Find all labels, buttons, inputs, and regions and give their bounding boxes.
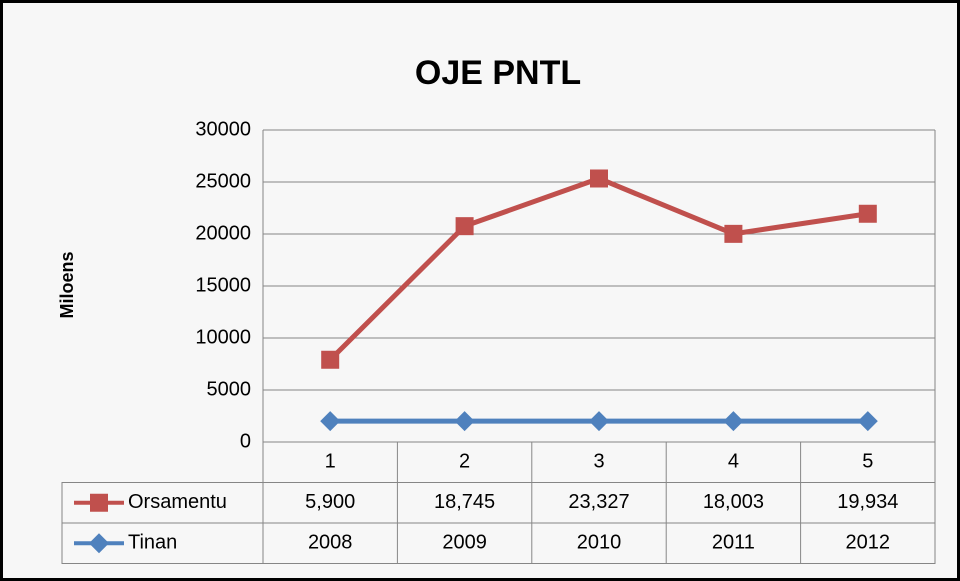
- marker: [321, 350, 340, 369]
- table-value: 2011: [712, 532, 755, 554]
- marker: [723, 411, 744, 432]
- x-tick-label: 5: [862, 451, 873, 473]
- legend-label: Tinan: [128, 532, 177, 554]
- marker: [89, 533, 109, 554]
- y-tick-label: 25000: [195, 170, 251, 192]
- marker: [454, 411, 475, 432]
- table-value: 2008: [308, 532, 353, 554]
- table-value: 18,003: [703, 491, 764, 513]
- legend-label: Orsamentu: [128, 491, 227, 513]
- marker: [858, 204, 877, 223]
- x-tick-label: 4: [728, 451, 739, 473]
- x-tick-label: 1: [325, 451, 336, 473]
- table-value: 18,745: [434, 491, 495, 513]
- y-tick-label: 5000: [207, 378, 252, 400]
- marker: [589, 411, 609, 432]
- marker: [90, 493, 108, 512]
- table-value: 5,900: [305, 491, 355, 513]
- table-value: 2009: [442, 532, 487, 554]
- table-value: 19,934: [837, 491, 898, 513]
- marker: [857, 411, 878, 432]
- table-value: 2010: [577, 532, 622, 554]
- y-tick-label: 15000: [195, 274, 251, 296]
- marker: [455, 217, 474, 236]
- y-axis-title: Miloens: [57, 251, 77, 318]
- table-value: 23,327: [568, 491, 629, 513]
- marker: [724, 224, 743, 243]
- marker: [590, 169, 608, 188]
- y-tick-label: 0: [240, 430, 251, 452]
- y-tick-label: 30000: [195, 118, 251, 140]
- y-tick-label: 10000: [195, 326, 251, 348]
- x-tick-label: 2: [459, 451, 470, 473]
- marker: [320, 411, 341, 432]
- x-tick-label: 3: [593, 451, 604, 473]
- table-value: 2012: [846, 532, 891, 554]
- chart-title: OJE PNTL: [415, 54, 581, 92]
- y-tick-label: 20000: [195, 222, 251, 244]
